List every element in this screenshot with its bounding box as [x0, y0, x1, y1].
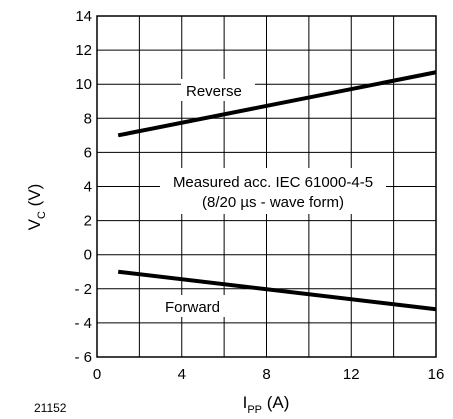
y-tick-label: 4	[84, 179, 92, 196]
y-tick-label: - 4	[74, 315, 92, 332]
reverse-label-bg	[181, 79, 255, 101]
series-line-reverse	[117, 70, 437, 138]
x-tick-label: 0	[93, 366, 101, 383]
y-axis-label-main: V	[25, 218, 44, 230]
y-tick-label: 14	[75, 8, 92, 25]
y-axis-label-unit: (V)	[25, 184, 44, 211]
y-tick-label: - 2	[74, 281, 92, 298]
y-tick-label: 2	[84, 213, 92, 230]
grid	[97, 16, 436, 357]
plot-frame	[96, 15, 437, 358]
x-tick-label: 4	[178, 366, 186, 383]
y-tick-label: - 6	[74, 349, 92, 366]
series-lines	[117, 70, 437, 312]
y-axis-label: VC (V)	[25, 184, 48, 231]
x-axis-label-sub: PP	[247, 404, 262, 416]
y-axis-label-sub: C	[36, 211, 48, 219]
y-tick-label: 10	[75, 76, 92, 93]
x-tick-label: 8	[262, 366, 270, 383]
forward-label-bg	[161, 295, 239, 317]
x-tick-label: 12	[343, 366, 360, 383]
y-tick-label: 8	[84, 110, 92, 127]
tick-labels: 0 4 8 12 16 - 6 - 4 - 2 0 2 4 6 8 10 12 14	[74, 8, 444, 383]
y-tick-label: 6	[84, 144, 92, 161]
figure-id: 21152	[34, 401, 67, 415]
y-tick-label: 12	[75, 42, 92, 59]
measurement-note-line2: (8/20 µs - wave form)	[202, 194, 344, 211]
measurement-note-bg	[160, 168, 386, 214]
x-axis-label-unit: (A)	[262, 393, 289, 412]
x-axis-label-main: I	[243, 393, 248, 412]
x-tick-label: 16	[428, 366, 445, 383]
x-axis-label: IPP (A)	[243, 393, 290, 416]
series-line-forward	[117, 269, 437, 312]
y-tick-label: 0	[84, 247, 92, 264]
measurement-note-line1: Measured acc. IEC 61000-4-5	[173, 174, 373, 191]
reverse-label: Reverse	[186, 83, 242, 100]
forward-label: Forward	[165, 299, 220, 316]
